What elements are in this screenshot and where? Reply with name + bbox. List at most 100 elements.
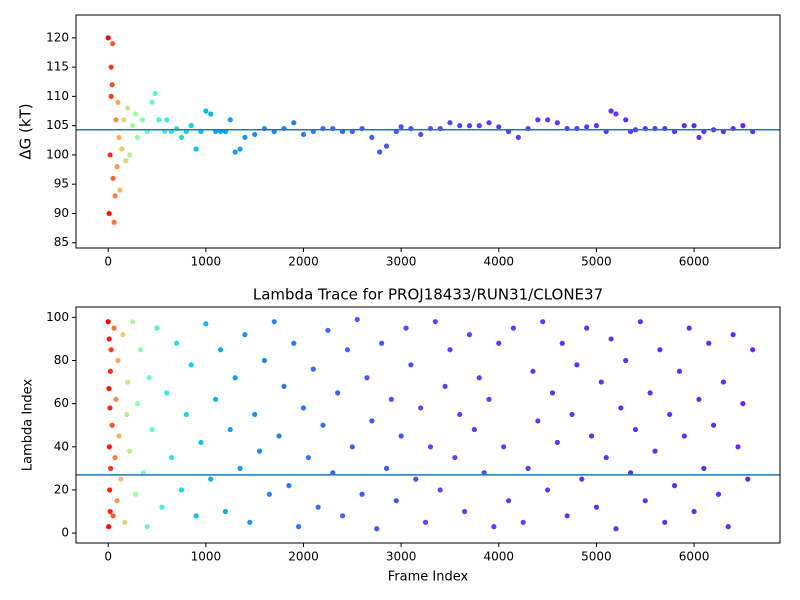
point	[213, 396, 219, 402]
x-tick-label: 1000	[191, 550, 222, 564]
point	[369, 418, 375, 424]
point	[237, 146, 243, 152]
point	[608, 336, 614, 342]
x-tick-label: 6000	[679, 255, 710, 269]
y-axis-label: ΔG (kT)	[17, 103, 35, 159]
point	[437, 487, 443, 493]
point	[564, 513, 570, 519]
point	[588, 433, 595, 439]
point	[422, 519, 429, 525]
point	[354, 316, 360, 323]
point	[106, 385, 112, 392]
x-tick-label: 3000	[386, 255, 417, 269]
y-tick-label: 20	[54, 482, 69, 496]
point	[203, 321, 209, 327]
point	[112, 454, 118, 461]
point	[676, 368, 683, 374]
point	[121, 117, 127, 123]
point	[111, 325, 117, 331]
point	[457, 123, 463, 129]
point	[105, 319, 111, 325]
point	[476, 123, 482, 129]
point	[418, 405, 424, 411]
point	[110, 41, 116, 47]
point	[671, 483, 678, 489]
point	[108, 347, 114, 353]
point	[164, 390, 170, 396]
point	[116, 134, 122, 140]
point	[320, 422, 326, 428]
y-tick-label: 60	[54, 396, 69, 410]
point	[447, 347, 453, 353]
point	[730, 332, 736, 338]
point	[144, 524, 150, 530]
point	[139, 117, 145, 123]
point	[613, 111, 619, 117]
point	[383, 143, 390, 149]
point	[107, 508, 113, 515]
point	[545, 487, 551, 493]
point	[403, 325, 409, 331]
point	[107, 368, 113, 374]
point	[281, 383, 287, 389]
point	[706, 340, 712, 346]
point	[232, 375, 238, 381]
point	[132, 111, 139, 117]
point	[222, 508, 228, 515]
point	[164, 117, 170, 123]
point	[574, 362, 580, 368]
point	[137, 347, 144, 353]
point	[637, 319, 643, 325]
point	[203, 108, 209, 114]
point	[359, 491, 365, 497]
point	[735, 444, 741, 450]
point	[146, 375, 152, 381]
point	[108, 465, 114, 471]
x-tick-label: 4000	[484, 550, 515, 564]
y-tick-label: 0	[61, 526, 69, 540]
point	[116, 433, 122, 439]
x-tick-label: 2000	[288, 550, 319, 564]
point	[122, 519, 128, 525]
y-tick-label: 85	[54, 235, 69, 249]
point	[286, 483, 292, 489]
point	[711, 422, 717, 428]
point	[114, 164, 120, 170]
point	[652, 448, 658, 454]
point	[107, 152, 113, 158]
point	[107, 405, 113, 411]
point	[481, 470, 487, 476]
point	[554, 439, 560, 446]
point	[725, 524, 731, 530]
point	[149, 426, 155, 433]
chart-title: Lambda Trace for PROJ18433/RUN31/CLONE37	[253, 286, 603, 304]
point	[462, 508, 468, 515]
point	[569, 411, 575, 418]
x-tick-label: 6000	[679, 550, 710, 564]
point	[276, 433, 282, 439]
point	[111, 219, 117, 225]
point	[740, 401, 746, 407]
point	[745, 476, 751, 482]
point	[106, 444, 112, 450]
y-tick-label: 100	[46, 310, 69, 324]
point	[618, 405, 624, 411]
point	[115, 99, 121, 105]
point	[169, 454, 175, 461]
point	[178, 487, 185, 493]
point	[540, 319, 546, 325]
x-tick-label: 4000	[484, 255, 515, 269]
point	[252, 131, 258, 138]
point	[486, 396, 492, 402]
point	[510, 325, 517, 331]
point	[123, 158, 129, 164]
point	[584, 124, 590, 130]
point	[125, 105, 131, 111]
point	[193, 146, 199, 152]
point	[344, 347, 351, 353]
point	[496, 124, 502, 130]
point	[130, 319, 136, 325]
point	[476, 375, 482, 381]
point	[114, 498, 120, 504]
point	[134, 134, 141, 140]
